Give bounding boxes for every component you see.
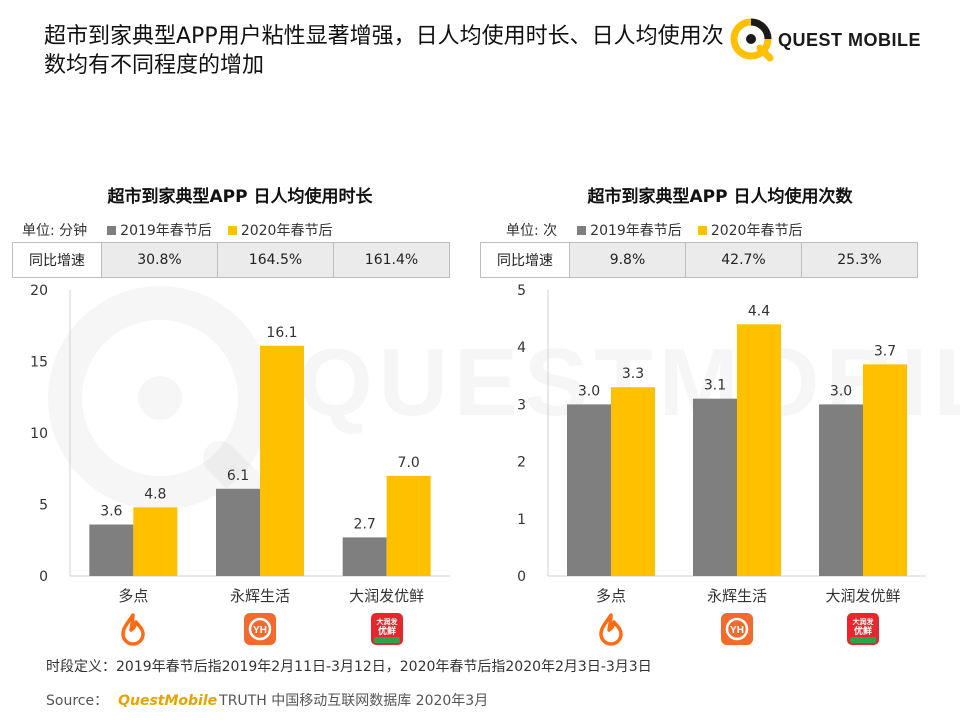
- rtmart-icon: 大润发 优鲜: [847, 612, 879, 646]
- data-label-2020: 3.3: [622, 366, 644, 382]
- y-tick-label: 0: [39, 569, 48, 585]
- data-label-2020: 4.8: [144, 486, 166, 502]
- svg-text:YH: YH: [253, 625, 267, 636]
- chart-legend: 单位: 分钟 2019年春节后 2020年春节后: [22, 220, 348, 240]
- svg-text:大润发: 大润发: [376, 617, 398, 626]
- bar-2020: [133, 507, 178, 576]
- svg-text:大润发: 大润发: [853, 617, 875, 626]
- legend-label-2019: 2019年春节后: [120, 223, 212, 239]
- data-label-2020: 4.4: [748, 303, 770, 319]
- yonghui-icon: YH: [721, 612, 753, 646]
- page-title: 超市到家典型APP用户粘性显著增强，日人均使用时长、日人均使用次数均有不同程度的…: [44, 24, 724, 78]
- duodian-icon: [117, 612, 149, 646]
- chart-legend: 单位: 次 2019年春节后 2020年春节后: [506, 220, 818, 240]
- data-label-2020: 16.1: [266, 325, 297, 341]
- legend-swatch-2019: [107, 225, 117, 235]
- bar-2019: [819, 404, 863, 576]
- bar-2020: [611, 387, 655, 576]
- y-tick-label: 4: [517, 340, 526, 356]
- yoy-value: 30.8%: [101, 242, 218, 278]
- data-label-2019: 6.1: [227, 468, 249, 484]
- yoy-value: 164.5%: [217, 242, 334, 278]
- legend-item-2019: 2019年春节后: [577, 220, 682, 240]
- y-tick-label: 15: [30, 355, 48, 371]
- data-label-2019: 3.0: [830, 383, 852, 399]
- logo-text: QUEST MOBILE: [778, 30, 922, 50]
- y-tick-label: 20: [30, 283, 48, 299]
- y-tick-label: 2: [517, 455, 526, 471]
- legend-item-2020: 2020年春节后: [227, 220, 333, 240]
- yoy-label: 同比增速: [12, 242, 102, 278]
- yoy-table: 同比增速 9.8% 42.7% 25.3%: [480, 242, 918, 278]
- source-line: Source： QuestMobile TRUTH 中国移动互联网数据库 2020年…: [46, 690, 488, 710]
- bar-2020: [863, 364, 907, 576]
- y-tick-label: 5: [39, 498, 48, 514]
- legend-item-2020: 2020年春节后: [697, 220, 803, 240]
- category-label: 大润发优鲜: [825, 587, 900, 605]
- yoy-value: 25.3%: [801, 242, 918, 278]
- svg-text:优鲜: 优鲜: [378, 625, 396, 637]
- unit-label: 单位: 次: [506, 223, 558, 239]
- yoy-value: 42.7%: [685, 242, 802, 278]
- yoy-value: 9.8%: [569, 242, 686, 278]
- source-rest: TRUTH 中国移动互联网数据库 2020年3月: [219, 693, 489, 709]
- yoy-value: 161.4%: [333, 242, 450, 278]
- svg-text:优鲜: 优鲜: [854, 625, 872, 637]
- legend-swatch-2020: [697, 225, 707, 235]
- period-footnote: 时段定义：2019年春节后指2019年2月11日-3月12日，2020年春节后指…: [46, 659, 652, 675]
- bar-2020: [737, 324, 781, 576]
- data-label-2020: 7.0: [398, 455, 420, 471]
- y-tick-label: 3: [517, 397, 526, 413]
- category-label: 大润发优鲜: [349, 587, 424, 605]
- source-brand: QuestMobile: [118, 693, 218, 709]
- bar-2020: [260, 345, 304, 576]
- yonghui-icon: YH: [244, 612, 276, 646]
- y-tick-label: 0: [517, 569, 526, 585]
- legend-label-2020: 2020年春节后: [710, 223, 803, 239]
- y-tick-label: 10: [30, 426, 48, 442]
- legend-item-2019: 2019年春节后: [107, 220, 212, 240]
- data-label-2019: 3.0: [578, 383, 600, 399]
- category-label: 多点: [118, 587, 148, 605]
- category-label: 永辉生活: [707, 587, 767, 605]
- bar-2019: [693, 398, 737, 576]
- unit-label: 单位: 分钟: [22, 223, 88, 239]
- chart-title: 超市到家典型APP 日人均使用次数: [587, 187, 853, 207]
- source-prefix: Source：: [46, 693, 109, 709]
- rtmart-icon: 大润发 优鲜: [370, 612, 403, 646]
- data-label-2020: 3.7: [874, 343, 896, 359]
- bar-2019: [342, 537, 387, 576]
- legend-swatch-2019: [577, 225, 587, 235]
- legend-label-2020: 2020年春节后: [240, 223, 333, 239]
- yoy-row: 同比增速 30.8% 164.5% 161.4%: [12, 242, 450, 278]
- svg-text:YH: YH: [730, 625, 744, 636]
- data-label-2019: 2.7: [354, 516, 376, 532]
- bar-2019: [216, 488, 260, 576]
- legend-swatch-2020: [227, 225, 237, 235]
- bar-2019: [89, 524, 134, 576]
- category-label: 永辉生活: [230, 587, 290, 605]
- data-label-2019: 3.6: [100, 504, 122, 520]
- chart-title: 超市到家典型APP 日人均使用时长: [107, 187, 373, 207]
- yoy-row: 同比增速 9.8% 42.7% 25.3%: [480, 242, 918, 278]
- bar-2019: [567, 404, 611, 576]
- yoy-table: 同比增速 30.8% 164.5% 161.4%: [12, 242, 450, 278]
- duodian-icon: [595, 612, 627, 646]
- category-label: 多点: [596, 587, 626, 605]
- y-tick-label: 5: [517, 283, 526, 299]
- data-label-2019: 3.1: [704, 378, 726, 394]
- bar-2020: [386, 475, 431, 576]
- yoy-label: 同比增速: [480, 242, 570, 278]
- y-tick-label: 1: [517, 512, 526, 528]
- legend-label-2019: 2019年春节后: [590, 223, 682, 239]
- quest-mobile-logo: QUEST MOBILE: [726, 14, 936, 66]
- quest-mobile-logo-icon: [730, 18, 774, 62]
